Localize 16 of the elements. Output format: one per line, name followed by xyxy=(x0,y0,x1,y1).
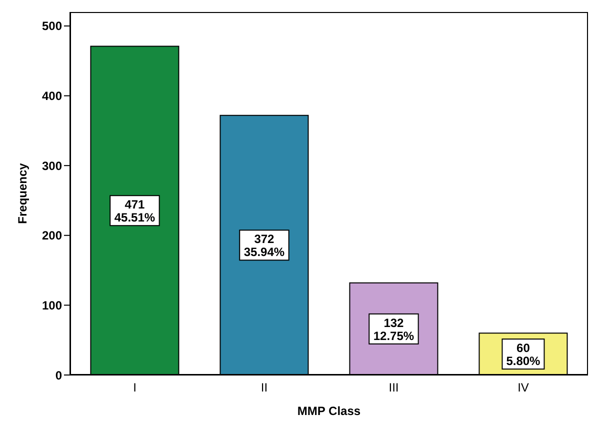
y-axis-title: Frequency xyxy=(15,162,30,224)
y-tick-label: 500 xyxy=(42,19,62,34)
x-tick-label: II xyxy=(260,380,268,395)
data-label: 132 12.75% xyxy=(373,316,414,343)
y-tick-label: 400 xyxy=(42,89,62,104)
x-tick-label: I xyxy=(133,380,136,395)
y-tick-label: 100 xyxy=(42,298,62,312)
x-tick-label: IV xyxy=(518,380,529,395)
x-axis-title: MMP Class xyxy=(297,404,361,418)
data-label: 60 5.80% xyxy=(506,341,541,368)
y-tick-label: 200 xyxy=(42,228,62,243)
data-label: 372 35.94% xyxy=(244,232,285,260)
y-tick-label: 0 xyxy=(55,368,62,382)
x-tick-label: III xyxy=(388,380,399,395)
data-label: 471 45.51% xyxy=(114,198,156,225)
y-tick-label: 300 xyxy=(42,158,62,173)
